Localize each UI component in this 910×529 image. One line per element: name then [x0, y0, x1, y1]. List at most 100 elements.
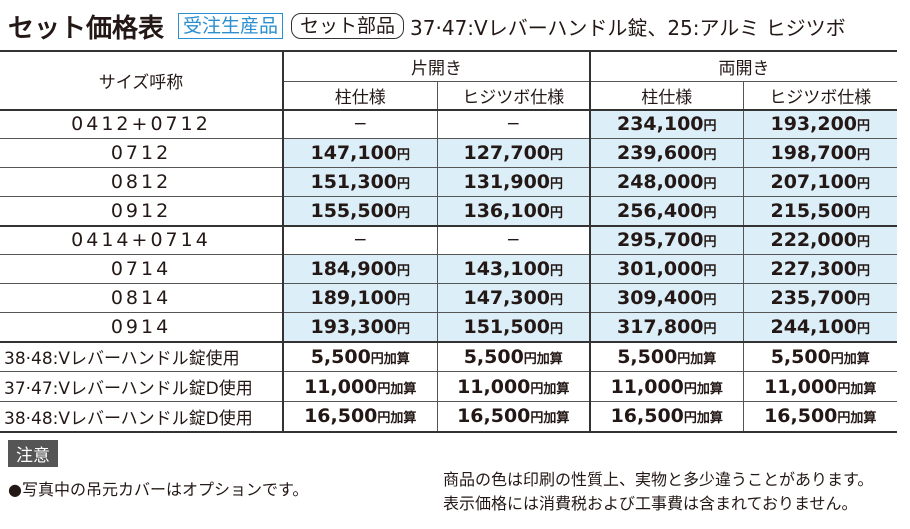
price-unit: 円加算: [830, 351, 870, 367]
price-unit: 円: [703, 205, 717, 221]
price-cell: 215,500円: [742, 196, 897, 226]
price-amount: 248,000: [616, 171, 704, 193]
sub-header: ヒジツボ仕様: [436, 80, 591, 110]
price-amount: 184,900: [310, 258, 398, 280]
price-unit: 円: [703, 148, 717, 163]
price-cell: 244,100円: [742, 312, 897, 342]
price-cell: 5,500円加算: [436, 340, 591, 372]
price-amount: 227,300: [770, 258, 858, 280]
price-cell: 198,700円: [742, 138, 897, 168]
price-unit: 円: [857, 205, 871, 221]
price-unit: 円: [857, 235, 871, 251]
price-cell: 147,300円: [436, 283, 591, 313]
price-cell: 193,200円: [742, 108, 897, 139]
table-row: 0914 193,300円 151,500円 317,800円 244,100円: [0, 312, 897, 342]
price-cell: 11,000円加算: [282, 371, 438, 402]
size-cell: 0812: [0, 167, 284, 197]
price-amount: 16,500: [304, 405, 378, 428]
size-cell: 0912: [0, 196, 284, 226]
price-unit: 円加算: [837, 411, 877, 427]
price-cell: 295,700円: [589, 224, 744, 255]
size-cell: 0412+0712: [0, 108, 284, 139]
empty-cell: −: [436, 224, 591, 255]
price-unit: 円: [550, 177, 564, 192]
price-amount: 301,000: [616, 258, 704, 280]
sub-header: ヒジツボ仕様: [742, 80, 897, 110]
note: ●写真中の吊元カバーはオプションです。: [8, 480, 309, 499]
price-amount: 11,000: [304, 375, 378, 398]
notes-label: 注意: [8, 440, 58, 467]
tag: セット部品: [291, 13, 405, 39]
price-amount: 215,500: [770, 199, 858, 222]
price-amount: 151,300: [310, 171, 398, 193]
price-amount: 155,500: [310, 199, 398, 222]
price-cell: 11,000円加算: [436, 371, 591, 402]
price-cell: 127,700円: [436, 138, 591, 168]
price-cell: 151,500円: [436, 312, 591, 342]
price-unit: 円: [703, 321, 717, 337]
price-cell: 227,300円: [742, 254, 897, 284]
price-unit: 円加算: [683, 381, 723, 397]
price-cell: 5,500円加算: [589, 340, 744, 372]
price-cell: 193,300円: [282, 312, 438, 342]
price-amount: 5,500: [617, 345, 678, 368]
price-cell: 16,500円加算: [742, 401, 897, 433]
price-amount: 127,700: [463, 142, 551, 164]
price-amount: 11,000: [610, 375, 684, 398]
price-unit: 円: [703, 235, 717, 251]
price-amount: 5,500: [463, 345, 524, 368]
price-amount: 11,000: [457, 375, 531, 398]
table-row: 0714 184,900円 143,100円 301,000円 227,300円: [0, 254, 897, 284]
sub-header: 柱仕様: [589, 80, 744, 110]
header: セット価格表 受注生産品 セット部品 37·47:Vレバーハンドル錠、25:アル…: [8, 8, 846, 44]
price-cell: 207,100円: [742, 167, 897, 197]
price-unit: 円: [550, 148, 564, 163]
size-cell: 0814: [0, 283, 284, 313]
table-row: 0712 147,100円 127,700円 239,600円 198,700円: [0, 138, 897, 168]
price-unit: 円: [550, 321, 564, 337]
price-cell: 256,400円: [589, 196, 744, 226]
price-unit: 円: [857, 119, 871, 135]
price-amount: 136,100: [463, 199, 551, 222]
price-unit: 円: [857, 264, 871, 279]
price-amount: 207,100: [770, 171, 858, 193]
price-unit: 円加算: [677, 351, 717, 367]
price-amount: 239,600: [616, 142, 704, 164]
price-amount: 198,700: [770, 142, 858, 164]
price-amount: 309,400: [616, 287, 704, 309]
title: セット価格表: [8, 13, 165, 44]
price-amount: 222,000: [770, 229, 858, 252]
price-cell: 5,500円加算: [282, 340, 438, 372]
price-amount: 193,200: [770, 113, 858, 136]
price-unit: 円: [397, 293, 411, 308]
size-cell: 0712: [0, 138, 284, 168]
table-row: 0812 151,300円 131,900円 248,000円 207,100円: [0, 167, 897, 197]
price-cell: 234,100円: [589, 108, 744, 139]
group-header: 片開き: [282, 50, 591, 82]
price-amount: 16,500: [764, 405, 838, 428]
price-amount: 151,500: [463, 315, 551, 338]
price-unit: 円: [550, 264, 564, 279]
price-amount: 147,300: [463, 287, 551, 309]
size-cell: 0414+0714: [0, 224, 284, 255]
price-amount: 244,100: [770, 315, 858, 338]
empty-cell: −: [436, 108, 591, 139]
table-row: 0412+0712− −234,100円 193,200円: [0, 108, 897, 139]
price-cell: 16,500円加算: [282, 401, 438, 433]
price-cell: 301,000円: [589, 254, 744, 284]
price-cell: 151,300円: [282, 167, 438, 197]
empty-cell: −: [282, 108, 438, 139]
price-unit: 円: [397, 321, 411, 337]
price-unit: 円: [857, 321, 871, 337]
sub-header: 柱仕様: [282, 80, 438, 110]
price-cell: 136,100円: [436, 196, 591, 226]
price-unit: 円: [703, 177, 717, 192]
price-unit: 円加算: [683, 411, 723, 427]
price-unit: 円加算: [377, 411, 417, 427]
price-cell: 5,500円加算: [742, 340, 897, 372]
price-amount: 131,900: [463, 171, 551, 193]
price-cell: 235,700円: [742, 283, 897, 313]
price-unit: 円: [397, 264, 411, 279]
size-cell: 38·48:Vレバーハンドル錠D使用: [0, 401, 284, 433]
